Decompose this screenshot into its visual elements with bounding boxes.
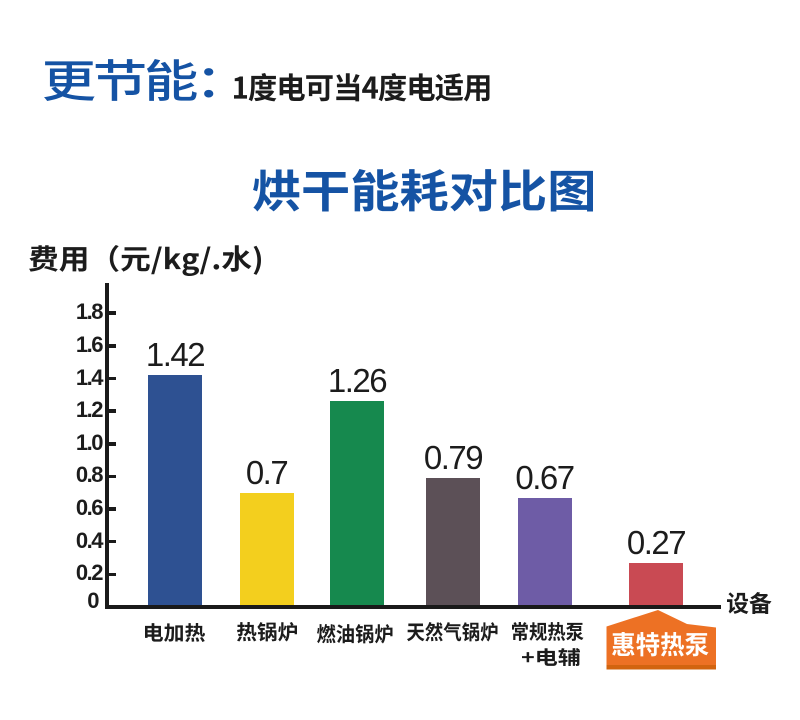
header-subtitle-glyphs [233,73,489,102]
y-axis-title-text: 费用（元/kg/.水) [0,0,1,1]
y-tick-label: 1.2 [75,397,104,423]
bar-value-label: 1.26 [327,362,388,400]
y-tick-label: 0.8 [75,462,104,488]
bar-value-label: 0.27 [626,523,687,561]
bar-value-label: 1.42 [145,336,206,374]
y-tick-label: 1.0 [75,429,104,455]
highlight-category-text: 惠特热泵 [0,0,1,1]
category-label-5-line1-text: 常规热泵+电辅 [0,0,1,1]
category-label-3-text: 燃油锅炉 [0,0,1,1]
chart-bar [148,375,202,609]
category-label-1-text: 电加热 [0,0,1,1]
highlight-badge [606,610,716,670]
y-tick-mark [109,442,116,446]
y-tick-mark [109,572,116,577]
category-label-4-glyphs [407,622,498,642]
y-axis-line [105,283,109,609]
y-tick-label: 0.2 [75,560,104,586]
x-axis-title-text: 设备 [0,0,1,1]
y-tick-label: 1.6 [75,331,104,357]
category-label-1-glyphs [145,623,205,642]
x-axis-title-glyphs [727,592,772,614]
y-tick-mark [109,507,116,511]
header-title-text: 更节能： [0,0,1,1]
y-tick-label: 1.4 [75,364,104,390]
x-axis-line [105,605,721,609]
chart-title-text: 烘干能耗对比图 [0,0,1,1]
chart-title-glyphs [253,168,594,211]
y-tick-mark [109,474,116,479]
chart-bar [517,497,572,609]
y-tick-mark [109,539,116,544]
y-tick-mark [109,409,116,413]
y-axis-title-glyphs [29,245,262,276]
y-tick-mark [109,376,116,381]
category-label-2-text: 热锅炉 [0,0,1,1]
category-label-5-line1-glyphs [512,621,584,641]
category-label-3-glyphs [316,623,392,643]
category-label-4-text: 天然气锅炉 [0,0,1,1]
bar-value-label: 0.79 [423,439,484,477]
chart-bar [629,562,683,609]
header-title-glyphs [44,59,214,102]
category-label-5-line2-glyphs [522,647,580,666]
y-tick-label: 1.8 [75,299,104,325]
chart-bar [239,492,294,609]
category-label-2-glyphs [236,621,297,641]
y-tick-mark [109,344,116,348]
header-subtitle-text: 1度电可当4度电适用 [0,0,1,1]
y-tick-label: 0.6 [75,495,104,521]
chart-bar [330,401,384,609]
category-label-5-line2-text: 常规热泵+电辅 [0,0,1,1]
bar-value-label: 0.7 [245,453,289,491]
y-tick-label: 0.4 [75,527,104,553]
y-tick-mark [109,311,116,315]
bar-value-label: 0.67 [515,458,575,496]
chart-bar [426,478,480,609]
badge-shadow-strip [606,665,716,670]
y-tick-label: 0 [87,588,99,613]
